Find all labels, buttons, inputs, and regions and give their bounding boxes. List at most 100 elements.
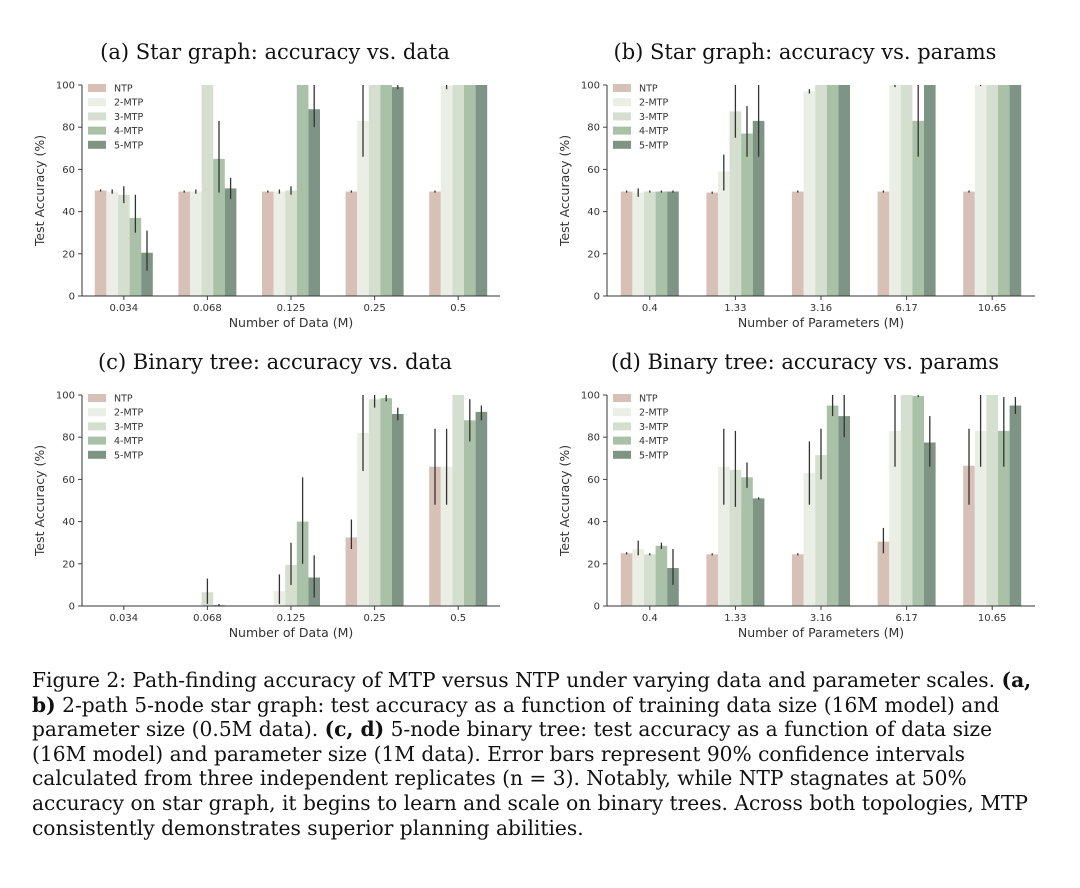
bar-5-mtp bbox=[667, 191, 679, 296]
x-tick-label: 0.25 bbox=[363, 303, 385, 314]
legend-swatch bbox=[88, 436, 106, 445]
y-tick-label: 80 bbox=[62, 123, 75, 134]
y-tick-label: 100 bbox=[581, 391, 600, 402]
bar-ntp bbox=[429, 191, 441, 296]
bar-3-mtp bbox=[201, 85, 214, 296]
x-tick-label: 0.25 bbox=[363, 613, 385, 624]
bar-5-mtp bbox=[141, 252, 153, 296]
x-tick-label: 6.17 bbox=[895, 303, 917, 314]
x-tick-label: 1.33 bbox=[724, 613, 746, 624]
bar-chart-d: 0 20 40 60 80 100 0.4 1.33 3.16 6.17 10.65 Number o… bbox=[557, 391, 1035, 640]
bar-4-mtp bbox=[912, 120, 924, 297]
bar-5-mtp bbox=[667, 568, 679, 606]
caption-text-cd: 5-node binary tree: test accuracy as a f… bbox=[32, 717, 1029, 840]
bar-chart-c: 0 20 40 60 80 100 0.034 0.068 0.125 0.25 0.5 Number… bbox=[32, 391, 500, 640]
y-tick-label: 60 bbox=[587, 165, 600, 176]
bar-5-mtp bbox=[392, 413, 404, 606]
legend-swatch bbox=[613, 112, 631, 121]
bar-2-mtp bbox=[974, 430, 987, 606]
y-tick-label: 40 bbox=[587, 207, 600, 218]
bar-ntp bbox=[877, 191, 890, 296]
x-tick-label: 10.65 bbox=[978, 303, 1007, 314]
bar-4-mtp bbox=[129, 217, 142, 296]
legend-swatch bbox=[613, 98, 631, 107]
panel-c: (c) Binary tree: accuracy vs. data 0 20 40… bbox=[30, 350, 520, 650]
x-tick-label: 0.068 bbox=[193, 613, 222, 624]
legend-swatch bbox=[613, 394, 631, 402]
y-axis-label: Test Accuracy (%) bbox=[32, 445, 47, 557]
bar-2-mtp bbox=[889, 85, 901, 296]
bar-4-mtp bbox=[998, 85, 1010, 296]
bar-2-mtp bbox=[718, 171, 730, 296]
x-axis-label: Number of Data (M) bbox=[229, 315, 354, 330]
caption-label-cd: (c, d) bbox=[324, 717, 385, 742]
legend-label: 5-MTP bbox=[114, 140, 143, 151]
chart-title: (b) Star graph: accuracy vs. params bbox=[613, 40, 997, 64]
bar-3-mtp bbox=[452, 395, 464, 606]
legend-swatch bbox=[613, 140, 631, 149]
bar-2-mtp bbox=[632, 192, 644, 296]
legend-swatch bbox=[88, 450, 106, 459]
legend-label: 5-MTP bbox=[114, 450, 143, 461]
bar-ntp bbox=[877, 541, 890, 606]
bar-2-mtp bbox=[106, 191, 118, 296]
y-tick-label: 60 bbox=[62, 165, 75, 176]
chart-title: (c) Binary tree: accuracy vs. data bbox=[97, 350, 453, 374]
y-axis-label: Test Accuracy (%) bbox=[557, 445, 572, 557]
legend-label: NTP bbox=[639, 84, 658, 95]
bar-2-mtp bbox=[632, 549, 644, 606]
x-tick-label: 0.5 bbox=[450, 613, 466, 624]
legend-label: 2-MTP bbox=[114, 408, 143, 419]
y-tick-label: 40 bbox=[587, 517, 600, 528]
bar-ntp bbox=[963, 191, 975, 296]
legend-swatch bbox=[88, 112, 106, 121]
bar-2-mtp bbox=[718, 466, 730, 606]
bar-chart-a: 0 20 40 60 80 100 0.034 0.068 0.125 0.25 0.5 Number… bbox=[32, 81, 500, 330]
y-tick-label: 80 bbox=[587, 123, 600, 134]
bar-2-mtp bbox=[440, 86, 453, 297]
bar-4-mtp bbox=[464, 420, 476, 606]
x-tick-label: 0.034 bbox=[109, 613, 138, 624]
bar-3-mtp bbox=[285, 564, 297, 606]
x-axis-label: Number of Data (M) bbox=[229, 625, 354, 640]
legend-label: 4-MTP bbox=[639, 126, 668, 137]
bar-3-mtp bbox=[285, 190, 297, 296]
bar-4-mtp bbox=[912, 396, 924, 606]
legend-swatch bbox=[613, 436, 631, 445]
legend-swatch bbox=[613, 422, 631, 431]
y-axis-label: Test Accuracy (%) bbox=[557, 135, 572, 247]
bar-ntp bbox=[94, 190, 107, 296]
bar-ntp bbox=[429, 466, 441, 606]
x-tick-label: 0.5 bbox=[450, 303, 466, 314]
bar-3-mtp bbox=[368, 85, 381, 296]
caption-label-ab: (a, b) bbox=[32, 668, 1032, 717]
bar-ntp bbox=[345, 537, 358, 606]
bar-4-mtp bbox=[380, 398, 392, 606]
x-axis-label: Number of Parameters (M) bbox=[738, 625, 904, 640]
y-tick-label: 0 bbox=[594, 292, 600, 303]
bar-2-mtp bbox=[974, 85, 987, 296]
bar-5-mtp bbox=[838, 85, 850, 296]
bar-3-mtp bbox=[644, 554, 656, 606]
x-tick-label: 1.33 bbox=[724, 303, 746, 314]
chart-title: (d) Binary tree: accuracy vs. params bbox=[611, 350, 999, 374]
bar-4-mtp bbox=[741, 133, 753, 296]
legend-label: 5-MTP bbox=[639, 140, 668, 151]
legend-label: NTP bbox=[114, 394, 133, 405]
legend-label: 3-MTP bbox=[114, 112, 143, 123]
y-tick-label: 80 bbox=[62, 433, 75, 444]
x-tick-label: 6.17 bbox=[895, 613, 917, 624]
bar-4-mtp bbox=[213, 158, 225, 296]
y-tick-label: 80 bbox=[587, 433, 600, 444]
bar-ntp bbox=[178, 191, 190, 296]
legend-swatch bbox=[613, 84, 631, 92]
legend-swatch bbox=[88, 126, 106, 135]
bar-4-mtp bbox=[296, 85, 309, 296]
bar-5-mtp bbox=[1009, 405, 1022, 606]
x-tick-label: 0.4 bbox=[642, 613, 658, 624]
legend-label: NTP bbox=[114, 84, 133, 95]
bar-3-mtp bbox=[815, 455, 827, 606]
bar-5-mtp bbox=[1009, 85, 1022, 296]
bar-3-mtp bbox=[729, 111, 742, 296]
x-tick-label: 0.068 bbox=[193, 303, 222, 314]
